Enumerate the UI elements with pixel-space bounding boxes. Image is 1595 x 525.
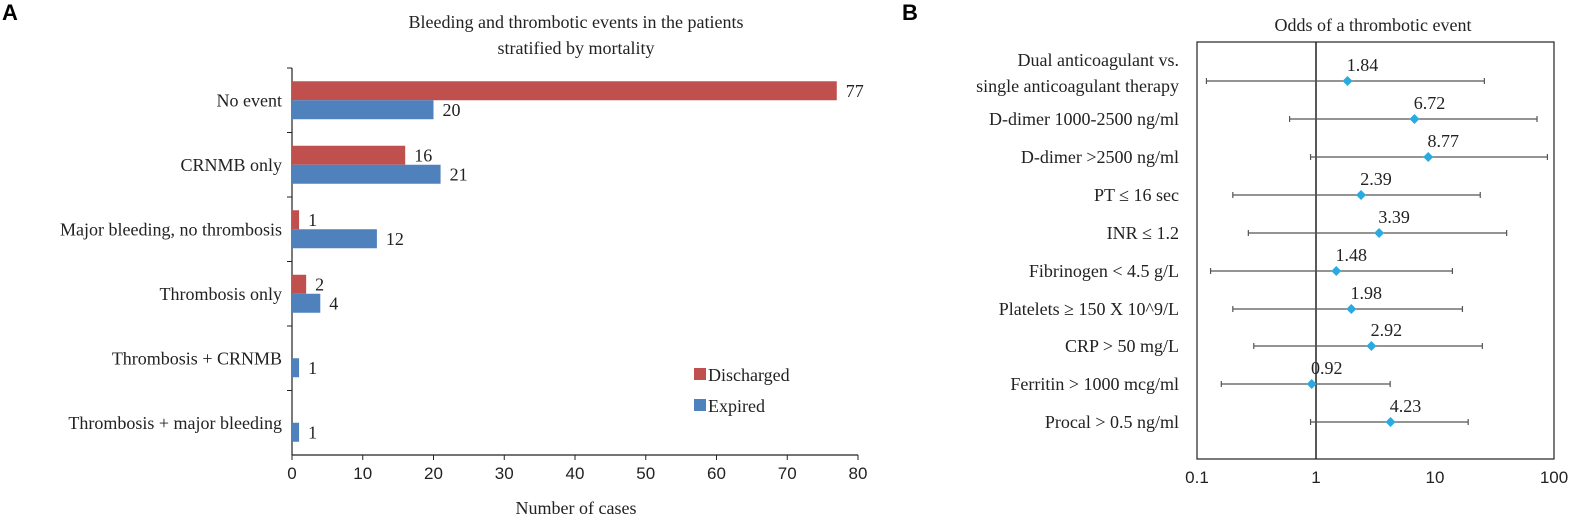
forest-or-label: 0.92 [1311,358,1343,378]
forest-plot: Odds of a thrombotic event 0.1 1 10 100 Dual… [976,15,1568,487]
forest-or-label: 4.23 [1390,396,1422,416]
bar-data-label: 16 [414,145,432,165]
bar-chart-category-label: No event [217,90,282,110]
bar-chart-x-tick-label: 20 [424,464,443,483]
bar-expired [292,358,300,378]
forest-or-marker [1385,417,1396,427]
bar-discharged [292,210,300,230]
forest-plot-frame [1196,41,1555,460]
bar-chart: Bleeding and thrombotic events in the pa… [60,12,867,518]
legend-swatch-expired [694,399,706,411]
bar-expired [292,164,441,184]
bar-expired [292,100,434,120]
bar-chart-category-label: Thrombosis + major bleeding [68,413,282,433]
forest-or-label: 1.48 [1336,245,1368,265]
forest-or-label: 3.39 [1378,207,1410,227]
bar-expired [292,422,300,442]
forest-plot-title: Odds of a thrombotic event [1275,15,1472,35]
forest-x-tick-label: 0.1 [1185,468,1209,487]
bar-data-label: 12 [386,229,404,249]
forest-or-label: 6.72 [1414,93,1446,113]
legend-swatch-discharged [694,368,706,380]
bar-data-label: 77 [846,81,864,101]
forest-or-marker [1423,152,1434,162]
bar-chart-category-label: Thrombosis only [159,284,282,304]
forest-or-label: 2.92 [1371,320,1403,340]
forest-or-label: 8.77 [1427,131,1459,151]
bar-data-label: 1 [308,422,317,442]
forest-or-marker [1356,190,1367,200]
forest-row-label: Ferritin > 1000 mcg/ml [1010,374,1179,394]
forest-or-marker [1374,228,1385,238]
bar-expired [292,293,321,313]
forest-x-tick-label: 1 [1311,468,1320,487]
forest-or-marker [1409,114,1420,124]
forest-row-label: CRP > 50 mg/L [1065,336,1179,356]
forest-or-marker [1306,379,1317,389]
forest-row-label: Fibrinogen < 4.5 g/L [1029,261,1179,281]
bar-chart-category-label: Major bleeding, no thrombosis [60,219,282,239]
forest-or-label: 1.84 [1347,55,1379,75]
legend-label-discharged: Discharged [708,365,790,385]
bar-chart-x-tick-label: 80 [849,464,868,483]
forest-or-marker [1331,266,1342,276]
bar-discharged [292,81,837,101]
panel-a-label: A [2,0,18,25]
forest-row-label: Dual anticoagulant vs. [1018,50,1179,70]
bar-chart-x-tick-label: 40 [566,464,585,483]
forest-x-tick-label: 10 [1426,468,1445,487]
bar-chart-x-tick-label: 50 [636,464,655,483]
bar-discharged [292,145,406,165]
bar-chart-title-line-1: Bleeding and thrombotic events in the pa… [409,12,744,32]
bar-chart-x-axis-title: Number of cases [516,498,637,518]
bar-data-label: 21 [450,164,468,184]
legend-label-expired: Expired [708,396,765,416]
forest-or-label: 2.39 [1360,169,1392,189]
bar-expired [292,229,377,249]
bar-chart-category-label: Thrombosis + CRNMB [112,348,282,368]
bar-data-label: 2 [315,274,324,294]
forest-row-label: INR ≤ 1.2 [1107,223,1179,243]
forest-or-marker [1342,76,1353,86]
bar-data-label: 1 [308,358,317,378]
bar-chart-title-line-2: stratified by mortality [498,38,655,58]
bar-chart-category-label: CRNMB only [180,155,282,175]
panel-b-label: B [902,0,918,25]
bar-data-label: 20 [443,100,461,120]
forest-row-label: D-dimer 1000-2500 ng/ml [989,109,1179,129]
forest-x-tick-label: 100 [1540,468,1568,487]
bar-discharged [292,274,307,294]
forest-or-marker [1346,304,1357,314]
forest-row-label: Platelets ≥ 150 X 10^9/L [999,299,1179,319]
bar-chart-x-tick-label: 60 [707,464,726,483]
bar-data-label: 4 [329,293,338,313]
forest-or-label: 1.98 [1351,283,1383,303]
bar-chart-x-tick-label: 30 [495,464,514,483]
bar-data-label: 1 [308,210,317,230]
forest-row-label: PT ≤ 16 sec [1094,185,1179,205]
bar-chart-x-tick-label: 10 [353,464,372,483]
forest-row-label: D-dimer >2500 ng/ml [1021,147,1179,167]
bar-chart-x-tick-label: 70 [778,464,797,483]
forest-row-label: single anticoagulant therapy [976,76,1179,96]
bar-chart-x-tick-label: 0 [287,464,296,483]
forest-row-label: Procal > 0.5 ng/ml [1045,412,1179,432]
forest-or-marker [1366,341,1377,351]
